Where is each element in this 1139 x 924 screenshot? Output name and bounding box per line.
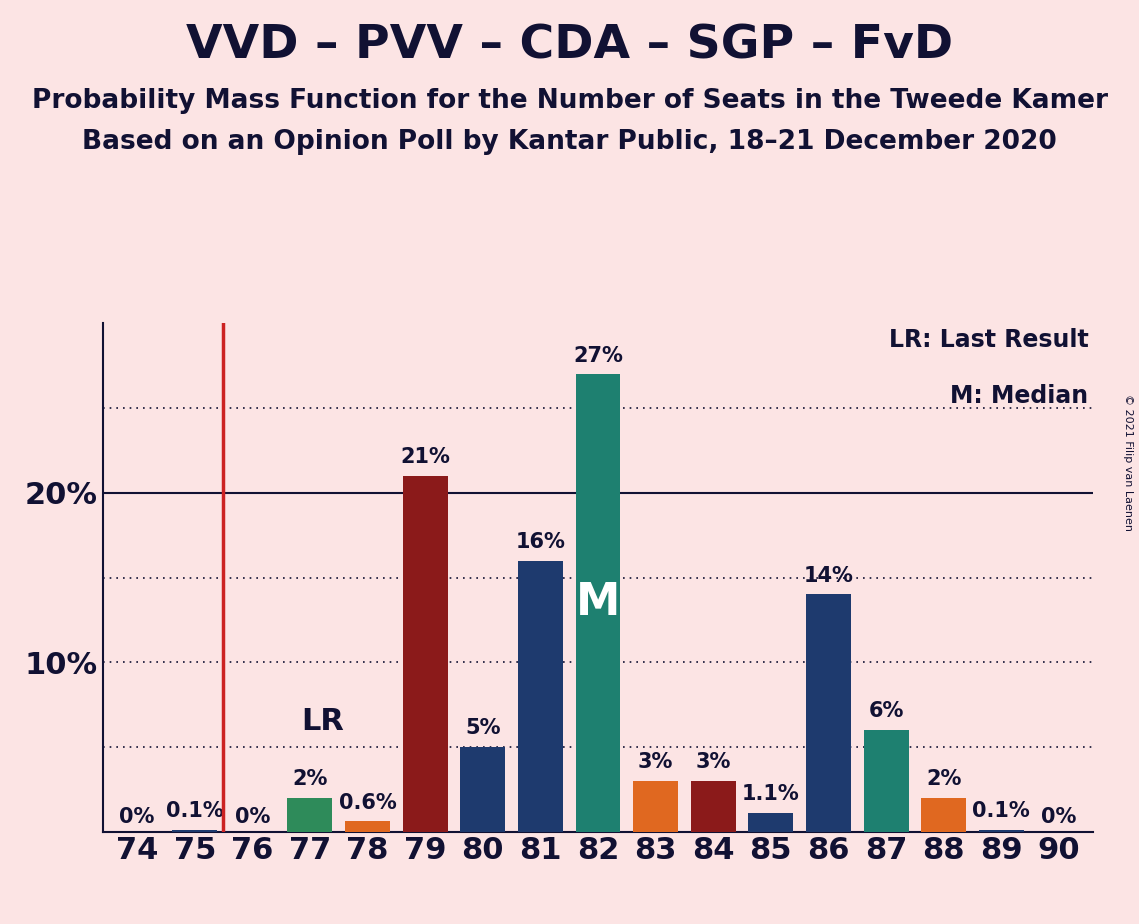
Bar [403, 476, 448, 832]
Text: 27%: 27% [573, 346, 623, 366]
Text: 0%: 0% [1041, 807, 1076, 826]
Text: 21%: 21% [400, 447, 450, 468]
Bar [806, 594, 851, 832]
Text: LR: LR [302, 707, 344, 736]
Text: © 2021 Filip van Laenen: © 2021 Filip van Laenen [1123, 394, 1133, 530]
Text: 3%: 3% [638, 752, 673, 772]
Text: 0.6%: 0.6% [338, 793, 396, 813]
Bar [460, 747, 506, 832]
Text: M: M [576, 581, 620, 625]
Text: Based on an Opinion Poll by Kantar Public, 18–21 December 2020: Based on an Opinion Poll by Kantar Publi… [82, 129, 1057, 155]
Bar [518, 561, 563, 832]
Text: 0.1%: 0.1% [973, 801, 1030, 821]
Text: Probability Mass Function for the Number of Seats in the Tweede Kamer: Probability Mass Function for the Number… [32, 88, 1107, 114]
Text: 5%: 5% [465, 719, 500, 738]
Bar [345, 821, 390, 832]
Text: 16%: 16% [516, 532, 565, 552]
Bar [690, 781, 736, 832]
Text: LR: Last Result: LR: Last Result [888, 328, 1089, 352]
Bar [633, 781, 678, 832]
Text: 2%: 2% [926, 770, 961, 789]
Bar [863, 730, 909, 832]
Text: 0.1%: 0.1% [166, 801, 223, 821]
Bar [748, 813, 793, 832]
Bar [575, 374, 621, 832]
Text: 0%: 0% [120, 807, 155, 826]
Text: 0%: 0% [235, 807, 270, 826]
Text: 2%: 2% [293, 770, 328, 789]
Text: 14%: 14% [803, 566, 853, 586]
Text: 3%: 3% [696, 752, 731, 772]
Text: 1.1%: 1.1% [741, 784, 800, 805]
Bar [921, 797, 966, 832]
Text: VVD – PVV – CDA – SGP – FvD: VVD – PVV – CDA – SGP – FvD [186, 23, 953, 68]
Text: M: Median: M: Median [950, 384, 1089, 408]
Text: 6%: 6% [868, 701, 903, 722]
Bar [287, 797, 333, 832]
Bar [978, 830, 1024, 832]
Bar [172, 830, 218, 832]
